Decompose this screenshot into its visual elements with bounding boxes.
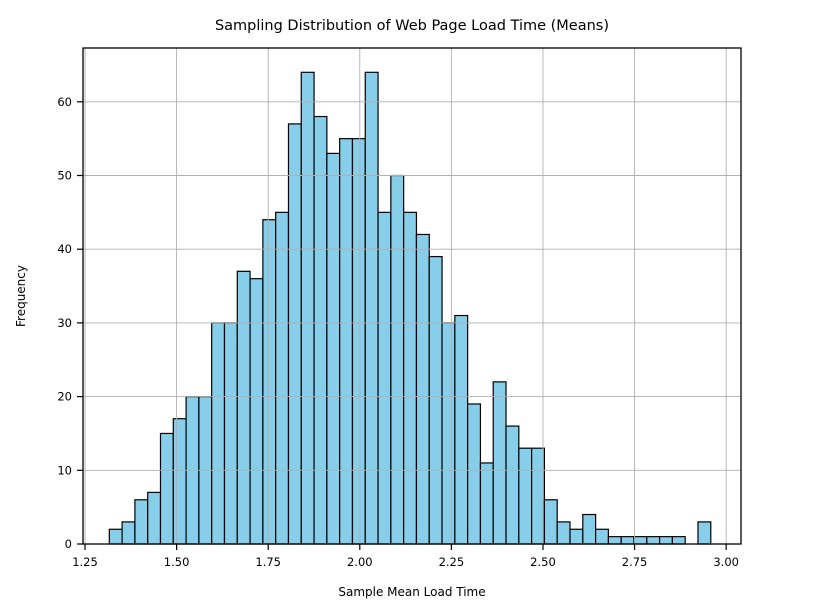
y-tick-label: 0 <box>65 537 72 551</box>
y-tick-label: 20 <box>57 390 72 404</box>
histogram-bar <box>211 322 226 545</box>
histogram-bar <box>326 152 341 545</box>
histogram-bar <box>454 314 469 545</box>
histogram-bar <box>262 219 277 545</box>
histogram-bar <box>467 403 482 545</box>
plot-border <box>82 47 742 545</box>
histogram-bar <box>172 418 187 545</box>
histogram-bar <box>236 270 251 545</box>
histogram-bar <box>223 322 238 545</box>
histogram-bar <box>147 491 162 545</box>
histogram-bar <box>275 211 290 545</box>
histogram-bar <box>633 536 648 545</box>
histogram-bar <box>594 528 609 545</box>
histogram-bar <box>697 521 712 545</box>
y-tick-label: 10 <box>57 463 72 477</box>
ticks-layer: 1.25 1.50 1.75 2.00 2.25 2.50 2.75 3.00 0 10 20 30 4… <box>57 95 739 569</box>
histogram-bar <box>249 278 264 545</box>
histogram-bar <box>671 536 686 545</box>
histogram-bar <box>505 425 520 545</box>
histogram-bar <box>658 536 673 545</box>
histogram-bar <box>543 499 558 545</box>
histogram-bar <box>518 447 533 545</box>
histogram-bar <box>569 528 584 545</box>
chart-title: Sampling Distribution of Web Page Load T… <box>215 18 609 34</box>
histogram-bars-layer <box>108 71 712 545</box>
histogram-bar <box>339 138 354 545</box>
histogram-bar <box>607 536 622 545</box>
histogram-bar <box>646 536 661 545</box>
histogram-bar <box>313 115 328 545</box>
x-tick-label: 2.25 <box>439 555 465 569</box>
histogram-bar <box>403 211 418 545</box>
x-axis-label: Sample Mean Load Time <box>338 585 485 599</box>
x-tick-label: 2.75 <box>622 555 648 569</box>
axes-layer <box>82 47 742 545</box>
x-tick-label: 3.00 <box>713 555 739 569</box>
histogram-bar <box>351 138 366 545</box>
histogram-bar <box>441 322 456 545</box>
histogram-bar <box>108 528 123 545</box>
y-axis-label: Frequency <box>14 265 28 327</box>
histogram-bar <box>415 233 430 545</box>
x-tick-label: 1.75 <box>255 555 281 569</box>
histogram-bar <box>300 71 315 545</box>
histogram-bar <box>121 521 136 545</box>
histogram-bar <box>620 536 635 545</box>
y-tick-label: 60 <box>57 95 72 109</box>
x-tick-label: 2.00 <box>347 555 373 569</box>
histogram-bar <box>492 381 507 545</box>
x-tick-label: 1.50 <box>164 555 190 569</box>
histogram-bar <box>479 462 494 545</box>
histogram-bar <box>159 432 174 545</box>
histogram-bar <box>134 499 149 545</box>
histogram-bar <box>556 521 571 545</box>
y-tick-label: 30 <box>57 316 72 330</box>
histogram-bar <box>390 174 405 545</box>
y-tick-label: 40 <box>57 242 72 256</box>
y-tick-label: 50 <box>57 169 72 183</box>
grid-layer <box>83 48 741 545</box>
histogram-bar <box>287 123 302 545</box>
histogram-bar <box>364 71 379 545</box>
histogram-bar <box>531 447 546 545</box>
x-tick-label: 2.50 <box>530 555 556 569</box>
x-tick-label: 1.25 <box>72 555 98 569</box>
histogram-bar <box>582 513 597 545</box>
histogram-bar <box>428 255 443 545</box>
histogram-bar <box>377 211 392 545</box>
